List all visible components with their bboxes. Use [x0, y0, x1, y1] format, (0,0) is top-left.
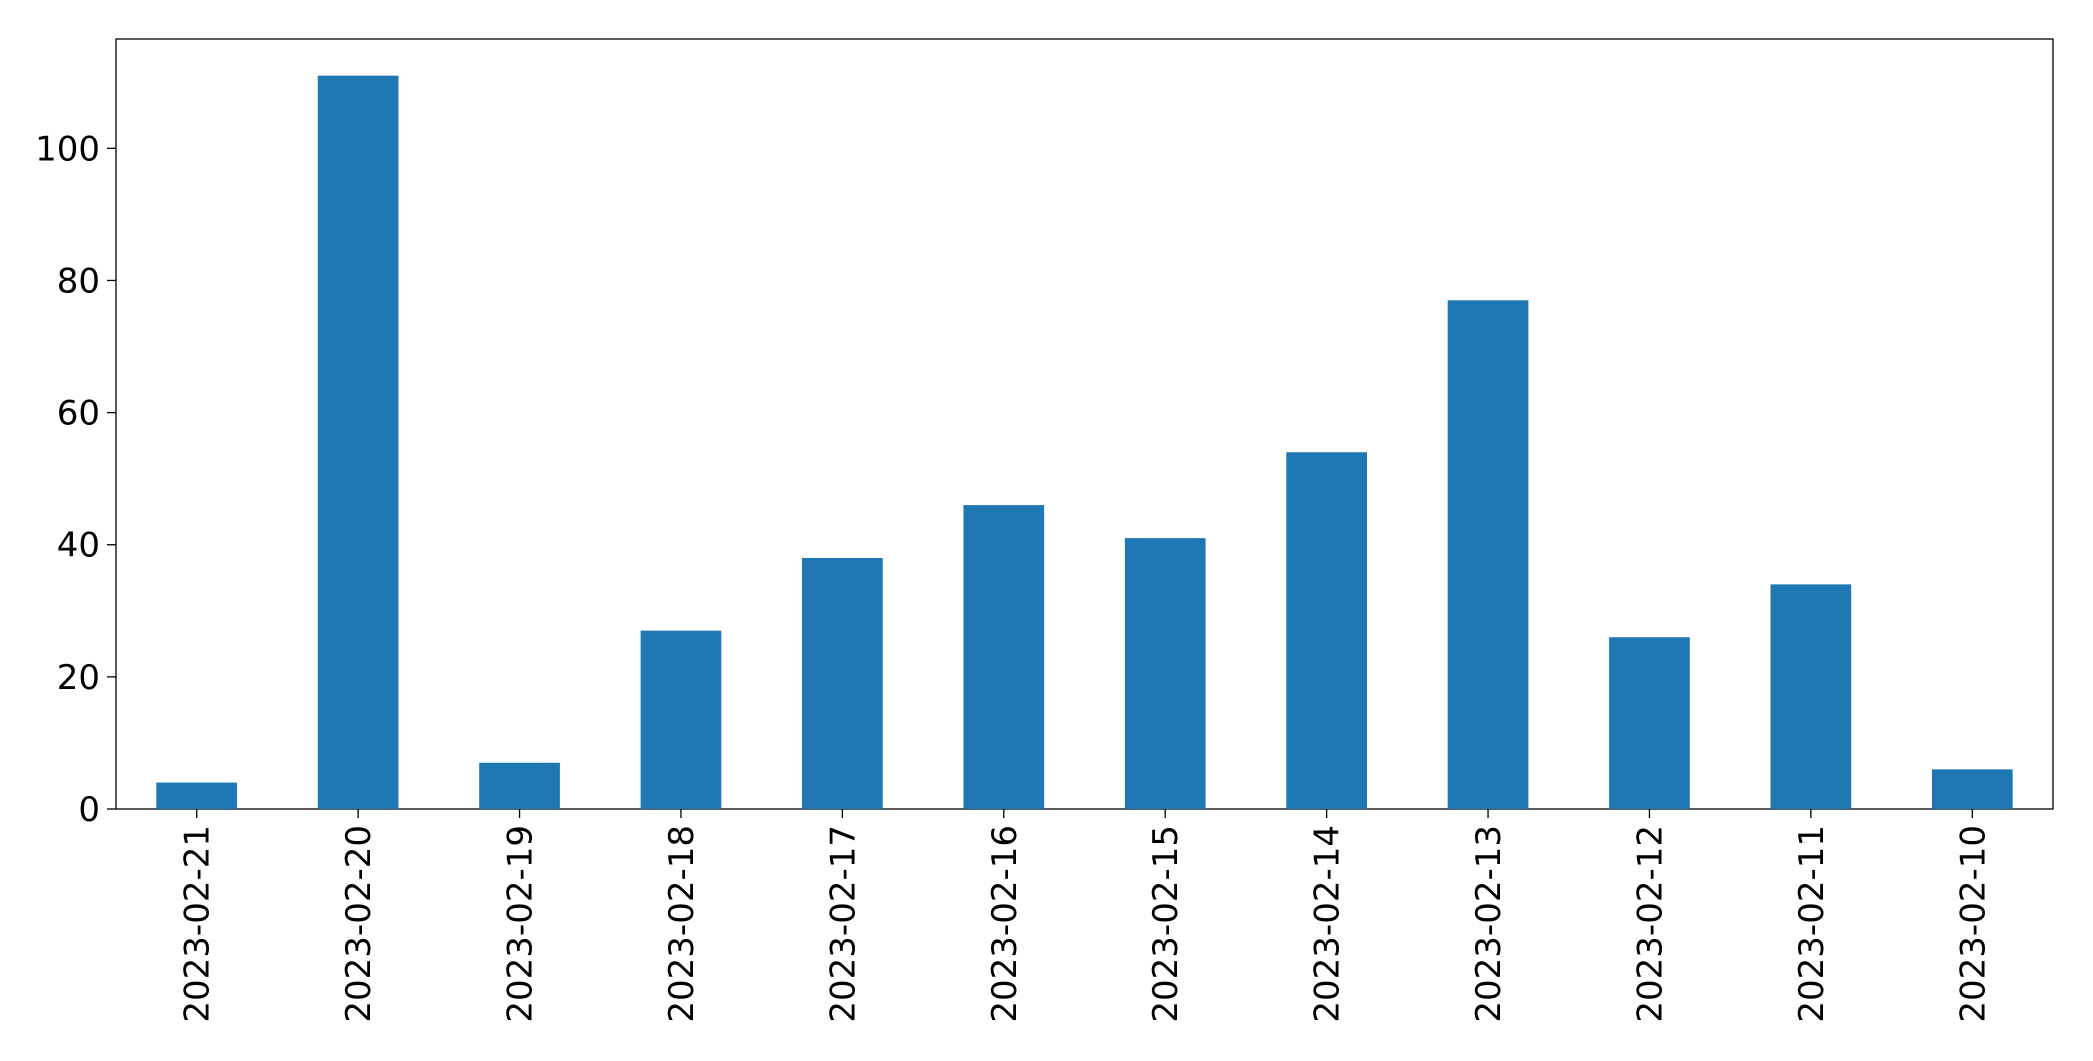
bar [1609, 637, 1690, 809]
bar [640, 630, 722, 809]
x-tick-label: 2023-02-17 [823, 825, 863, 1023]
x-tick-label: 2023-02-10 [1953, 825, 1993, 1023]
bar [963, 505, 1045, 809]
bar [479, 762, 560, 809]
x-tick-label: 2023-02-21 [178, 825, 218, 1023]
y-tick-label: 20 [57, 658, 100, 698]
bar [802, 557, 883, 809]
bar [1770, 584, 1852, 809]
x-tick-label: 2023-02-12 [1630, 825, 1670, 1023]
x-tick-label: 2023-02-15 [1146, 825, 1186, 1023]
x-tick-label: 2023-02-18 [662, 825, 702, 1023]
x-tick-label: 2023-02-13 [1469, 825, 1509, 1023]
y-tick-label: 40 [57, 526, 100, 566]
x-tick-label: 2023-02-19 [501, 825, 541, 1023]
x-tick-label: 2023-02-16 [985, 825, 1025, 1023]
bar [1124, 538, 1206, 809]
plot-frame [115, 38, 2054, 810]
x-tick-label: 2023-02-20 [339, 825, 379, 1023]
y-tick-label: 80 [57, 261, 100, 301]
bar [1286, 452, 1367, 809]
x-tick-label: 2023-02-14 [1308, 825, 1348, 1023]
bar [156, 782, 238, 809]
y-tick-label: 60 [57, 394, 100, 434]
y-tick-label: 100 [35, 129, 100, 169]
bar [1931, 769, 2013, 809]
y-tick-label: 0 [78, 790, 100, 830]
bar [317, 75, 399, 809]
x-tick-label: 2023-02-11 [1792, 825, 1832, 1023]
bar [1447, 300, 1529, 809]
